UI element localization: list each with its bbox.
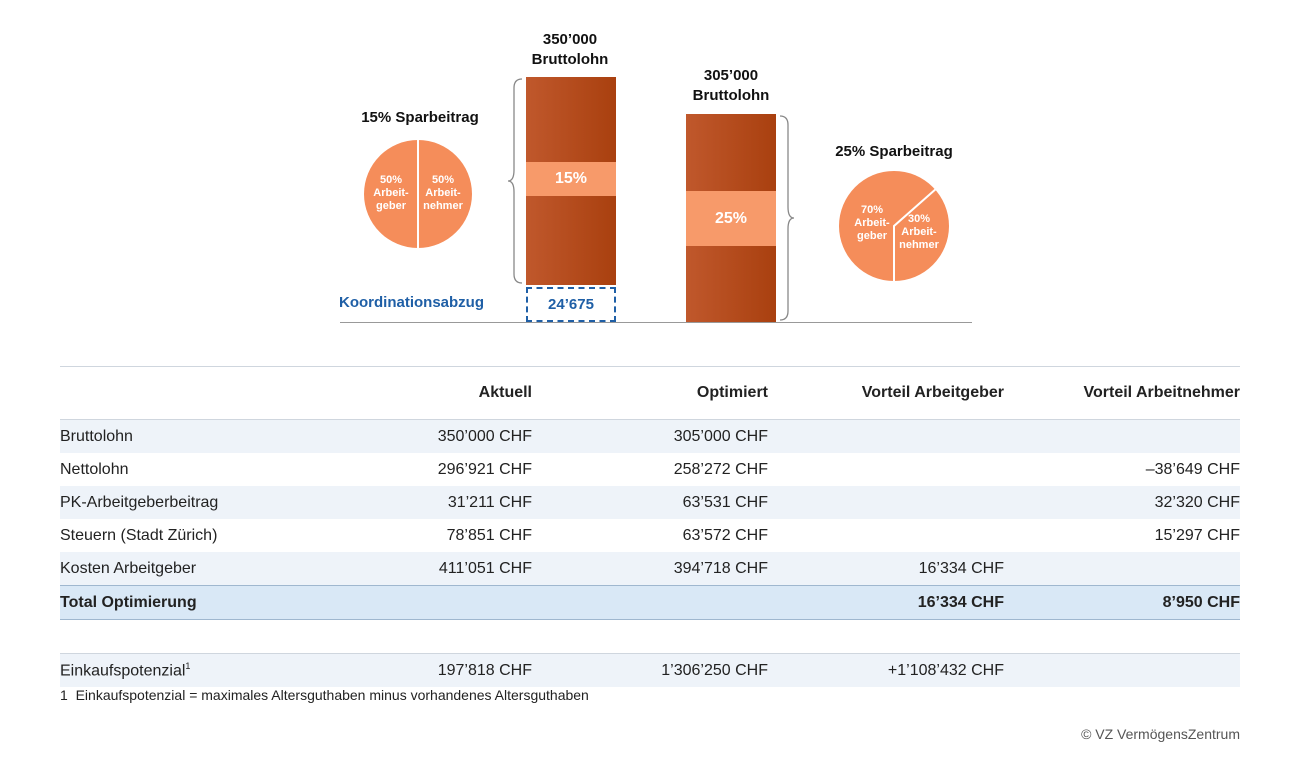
header-vorteil-arbeitnehmer: Vorteil Arbeitnehmer: [1083, 384, 1240, 401]
einkauf-aktuell: 197’818 CHF: [437, 661, 532, 679]
table-header-row: Aktuell Optimiert Vorteil Arbeitgeber Vo…: [60, 366, 1240, 420]
einkauf-label-text: Einkaufspotenzial: [60, 662, 186, 680]
table-row: Kosten Arbeitgeber 411’051 CHF 394’718 C…: [60, 552, 1240, 586]
einkauf-vorteil-ag: +1’108’432 CHF: [887, 661, 1004, 679]
total-vorteil-ag: 16’334 CHF: [917, 593, 1004, 611]
cell-optimiert: 305’000 CHF: [673, 427, 768, 445]
cell-aktuell: 411’051 CHF: [438, 559, 532, 577]
cell-aktuell: 350’000 CHF: [437, 427, 532, 445]
bar1-brace: [507, 78, 523, 284]
cell-optimiert: 63’531 CHF: [682, 493, 768, 511]
right-pie-divider: [893, 187, 938, 281]
cell-optimiert: 63’572 CHF: [682, 526, 768, 544]
bar1-subtitle: Bruttolohn: [531, 51, 609, 68]
bar2: 25%: [686, 114, 776, 322]
right-pie-chart: [839, 171, 949, 281]
einkauf-label: Einkaufspotenzial1: [60, 654, 310, 688]
table-row: PK-Arbeitgeberbeitrag 31’211 CHF 63’531 …: [60, 486, 1240, 519]
cell-vorteil-ag: [768, 420, 1004, 454]
row-label: PK-Arbeitgeberbeitrag: [60, 493, 219, 511]
bar2-brace: [779, 115, 795, 321]
footnote-text: Einkaufspotenzial = maximales Altersguth…: [75, 687, 589, 703]
cell-vorteil-an: 15’297 CHF: [1154, 526, 1240, 544]
total-row: Total Optimierung 16’334 CHF 8’950 CHF: [60, 585, 1240, 620]
table-row: Steuern (Stadt Zürich) 78’851 CHF 63’572…: [60, 519, 1240, 552]
footnote: 1 Einkaufspotenzial = maximales Altersgu…: [60, 687, 589, 703]
row-label: Steuern (Stadt Zürich): [60, 526, 218, 544]
cell-vorteil-an: [1004, 552, 1240, 586]
bar1-band: 15%: [526, 162, 616, 196]
cell-optimiert: 394’718 CHF: [673, 559, 768, 577]
row-label: Nettolohn: [60, 460, 129, 478]
cell-aktuell: 296’921 CHF: [437, 460, 532, 478]
total-aktuell: [310, 586, 532, 620]
cell-aktuell: 31’211 CHF: [447, 493, 532, 511]
baseline: [340, 322, 972, 323]
right-pie-label-arbeitnehmer: 30% Arbeit- nehmer: [899, 213, 939, 251]
comparison-table: Aktuell Optimiert Vorteil Arbeitgeber Vo…: [60, 366, 1240, 687]
footnote-number: 1: [60, 687, 68, 703]
koordinationsabzug-label: Koordinationsabzug: [339, 294, 484, 311]
left-pie-label-arbeitnehmer: 50% Arbeit- nehmer: [423, 174, 463, 212]
table-row: Nettolohn 296’921 CHF 258’272 CHF –38’64…: [60, 453, 1240, 486]
total-vorteil-an: 8’950 CHF: [1162, 593, 1240, 611]
header-vorteil-arbeitgeber: Vorteil Arbeitgeber: [861, 384, 1004, 401]
right-pie-title: 25% Sparbeitrag: [835, 143, 953, 160]
cell-aktuell: 78’851 CHF: [446, 526, 532, 544]
cell-vorteil-ag: [768, 486, 1004, 519]
left-pie-title: 15% Sparbeitrag: [361, 109, 479, 126]
einkauf-optimiert: 1’306’250 CHF: [661, 661, 768, 679]
bar1-value: 350’000: [542, 31, 598, 48]
einkauf-vorteil-an: [1004, 654, 1240, 688]
left-pie-label-arbeitgeber: 50% Arbeit- geber: [373, 174, 409, 212]
left-pie-chart: [364, 140, 472, 248]
right-pie-label-arbeitgeber: 70% Arbeit- geber: [854, 204, 890, 242]
cell-vorteil-an: 32’320 CHF: [1154, 493, 1240, 511]
cell-vorteil-ag: [768, 453, 1004, 486]
bar1: 15%: [526, 77, 616, 285]
bar2-subtitle: Bruttolohn: [692, 87, 770, 104]
einkauf-footnote-marker: 1: [185, 660, 191, 671]
table-row: Bruttolohn 350’000 CHF 305’000 CHF: [60, 419, 1240, 454]
einkauf-row: Einkaufspotenzial1 197’818 CHF 1’306’250…: [60, 653, 1240, 688]
cell-optimiert: 258’272 CHF: [673, 460, 768, 478]
total-optimiert: [532, 586, 768, 620]
row-label: Kosten Arbeitgeber: [60, 559, 197, 577]
header-empty: [60, 367, 310, 420]
bar2-band: 25%: [686, 191, 776, 246]
cell-vorteil-ag: [768, 519, 1004, 552]
bar2-value: 305’000: [703, 67, 759, 84]
cell-vorteil-an: [1004, 420, 1240, 454]
spacer-row: [60, 620, 1240, 654]
row-label: Bruttolohn: [60, 427, 133, 445]
total-label: Total Optimierung: [60, 593, 197, 611]
koordinationsabzug-box: 24’675: [526, 287, 616, 322]
cell-vorteil-ag: 16’334 CHF: [918, 559, 1004, 577]
header-aktuell: Aktuell: [478, 384, 532, 401]
cell-vorteil-an: –38’649 CHF: [1145, 460, 1240, 478]
header-optimiert: Optimiert: [696, 384, 768, 401]
copyright: © VZ VermögensZentrum: [1081, 726, 1240, 742]
